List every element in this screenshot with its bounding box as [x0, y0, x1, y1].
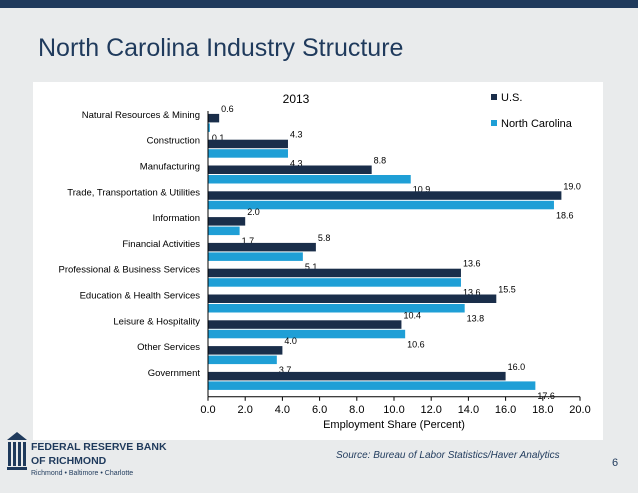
- source-note: Source: Bureau of Labor Statistics/Haver…: [336, 450, 560, 461]
- bar: [208, 191, 562, 200]
- data-label: 0.6: [221, 104, 234, 114]
- data-label: 18.6: [556, 210, 574, 220]
- data-label: 8.8: [374, 156, 387, 166]
- data-label: 15.5: [498, 285, 516, 295]
- bar: [208, 113, 220, 123]
- data-label: 17.6: [537, 391, 555, 401]
- category-label: Natural Resources & Mining: [82, 110, 200, 121]
- data-label: 3.7: [279, 365, 292, 375]
- slide-title: North Carolina Industry Structure: [38, 34, 404, 62]
- page-number: 6: [612, 457, 619, 469]
- bar: [208, 346, 283, 355]
- data-label: 2.0: [247, 207, 260, 217]
- data-label: 5.1: [305, 262, 318, 272]
- category-label: Government: [148, 368, 201, 379]
- bar: [208, 294, 497, 303]
- bar: [208, 242, 316, 252]
- logo-text-line1: FEDERAL RESERVE BANK: [31, 441, 167, 453]
- fed-richmond-logo: FEDERAL RESERVE BANK OF RICHMOND Richmon…: [6, 428, 167, 484]
- bar: [208, 139, 288, 149]
- bar: [208, 226, 240, 236]
- category-label: Construction: [147, 136, 200, 147]
- legend-label: U.S.: [501, 92, 522, 104]
- data-label: 13.8: [467, 314, 485, 324]
- x-tick-label: 2.0: [238, 404, 253, 416]
- logo-text-line2: OF RICHMOND: [31, 455, 107, 467]
- category-label: Leisure & Hospitality: [113, 316, 200, 327]
- data-label: 4.3: [290, 159, 303, 169]
- data-label: 0.1: [212, 133, 225, 143]
- category-label: Information: [152, 213, 200, 224]
- chart-title: 2013: [283, 92, 310, 106]
- bar: [208, 175, 411, 184]
- bar: [208, 371, 506, 381]
- data-label: 4.0: [284, 336, 297, 346]
- bar: [208, 320, 402, 329]
- data-label: 5.8: [318, 233, 331, 243]
- category-label: Professional & Business Services: [58, 265, 200, 276]
- data-label: 1.7: [242, 236, 255, 246]
- x-tick-label: 0.0: [200, 404, 215, 416]
- x-tick-label: 8.0: [349, 404, 364, 416]
- data-label: 13.6: [463, 259, 481, 269]
- category-label: Financial Activities: [122, 239, 200, 250]
- data-label: 13.6: [463, 288, 481, 298]
- bar: [208, 200, 554, 210]
- bar: [208, 278, 461, 287]
- x-tick-label: 16.0: [495, 404, 516, 416]
- bar: [208, 381, 536, 390]
- columns-icon: [7, 432, 27, 470]
- x-tick-label: 10.0: [383, 404, 404, 416]
- legend-label: North Carolina: [501, 118, 573, 130]
- logo-text-line3: Richmond • Baltimore • Charlotte: [31, 470, 134, 477]
- data-label: 10.6: [407, 339, 425, 349]
- x-tick-label: 18.0: [532, 404, 553, 416]
- data-label: 19.0: [563, 181, 581, 191]
- bar: [208, 268, 461, 278]
- x-tick-label: 20.0: [569, 404, 590, 416]
- top-accent-bar: [0, 0, 638, 8]
- data-label: 10.9: [413, 185, 431, 195]
- data-label: 10.4: [403, 310, 421, 320]
- bar: [208, 252, 303, 261]
- category-label: Education & Health Services: [80, 291, 201, 302]
- x-tick-label: 4.0: [275, 404, 290, 416]
- bar: [208, 355, 277, 365]
- x-tick-label: 12.0: [420, 404, 441, 416]
- bar: [208, 149, 288, 158]
- bar: [208, 304, 465, 313]
- category-label: Manufacturing: [140, 162, 200, 173]
- bar: [208, 217, 246, 226]
- data-label: 4.3: [290, 130, 303, 140]
- bar: [208, 123, 210, 132]
- bar: [208, 165, 372, 174]
- x-axis-title: Employment Share (Percent): [323, 419, 465, 431]
- legend-swatch: [491, 120, 497, 126]
- x-tick-label: 6.0: [312, 404, 327, 416]
- category-label: Other Services: [137, 342, 200, 353]
- category-label: Trade, Transportation & Utilities: [67, 187, 200, 198]
- data-label: 16.0: [508, 362, 526, 372]
- legend-swatch: [491, 94, 497, 100]
- x-tick-label: 14.0: [458, 404, 479, 416]
- bar: [208, 329, 406, 339]
